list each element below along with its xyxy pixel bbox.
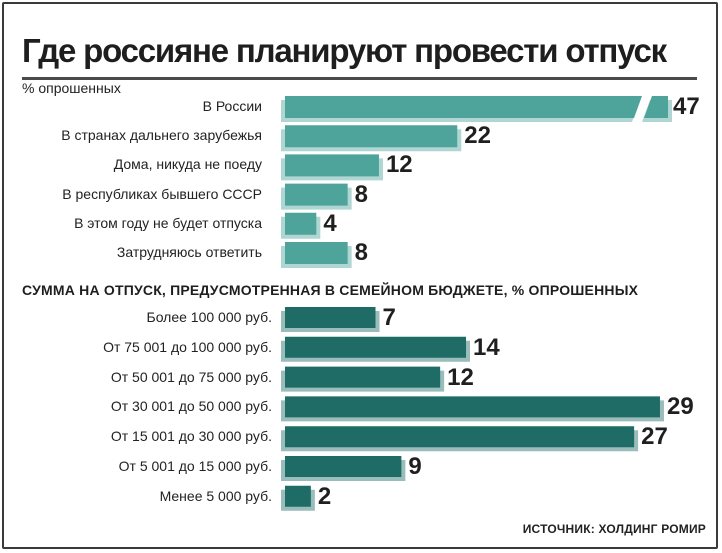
chart-title: Где россияне планируют провести отпуск — [22, 32, 667, 69]
bar-1-5 — [285, 456, 402, 477]
value-label-1-1: 14 — [473, 333, 500, 361]
value-label-1-5: 9 — [408, 453, 422, 480]
value-label-1-3: 29 — [666, 393, 694, 421]
value-label-1-4: 27 — [641, 423, 668, 451]
value-label-0-4: 4 — [323, 209, 337, 237]
source-note: ИСТОЧНИК: ХОЛДИНГ РОМИР — [522, 522, 706, 536]
bar-1-6 — [285, 485, 311, 507]
bar-0-5 — [285, 242, 348, 264]
bar-0-0-b — [644, 96, 668, 118]
value-label-0-3: 8 — [354, 180, 368, 208]
category-label-1-2: От 50 001 до 75 000 руб. — [110, 368, 272, 385]
value-label-1-6: 2 — [317, 482, 332, 510]
bar-0-0 — [285, 96, 642, 118]
bar-0-3 — [285, 183, 348, 206]
category-label-1-0: Более 100 000 руб. — [146, 309, 273, 325]
bar-1-1 — [285, 336, 467, 358]
bar-1-4 — [285, 426, 635, 448]
bar-0-4 — [285, 212, 317, 235]
category-label-1-6: Менее 5 000 руб. — [159, 487, 272, 504]
title-rule — [22, 77, 697, 80]
category-label-0-5: Затрудняюсь ответить — [116, 244, 262, 260]
bar-1-3 — [285, 396, 660, 418]
category-label-0-2: Дома, никуда не поеду — [113, 156, 262, 173]
chart-subtitle: % опрошенных — [22, 80, 121, 96]
value-label-1-2: 12 — [447, 363, 474, 391]
value-label-1-0: 7 — [382, 304, 396, 331]
bar-1-2 — [285, 366, 441, 388]
category-label-0-0: В России — [202, 98, 262, 114]
bar-0-1 — [285, 125, 458, 148]
section-title-budget: СУММА НА ОТПУСК, ПРЕДУСМОТРЕННАЯ В СЕМЕЙ… — [22, 282, 639, 298]
category-label-1-1: От 75 001 до 100 000 руб. — [103, 338, 272, 355]
value-label-0-0: 47 — [673, 93, 700, 120]
category-label-1-3: От 30 001 до 50 000 руб. — [110, 398, 272, 415]
value-label-0-1: 22 — [464, 122, 491, 150]
value-label-0-5: 8 — [354, 239, 368, 266]
category-label-0-1: В странах дальнего зарубежья — [61, 127, 262, 144]
category-label-0-4: В этом году не будет отпуска — [74, 214, 262, 231]
value-label-0-2: 12 — [385, 151, 413, 179]
category-label-1-5: От 5 001 до 15 000 руб. — [118, 458, 272, 474]
bar-1-0 — [285, 307, 376, 328]
category-label-1-4: От 15 001 до 30 000 руб. — [110, 428, 272, 445]
bar-0-2 — [285, 154, 379, 177]
category-label-0-3: В республиках бывшего СССР — [62, 185, 262, 202]
